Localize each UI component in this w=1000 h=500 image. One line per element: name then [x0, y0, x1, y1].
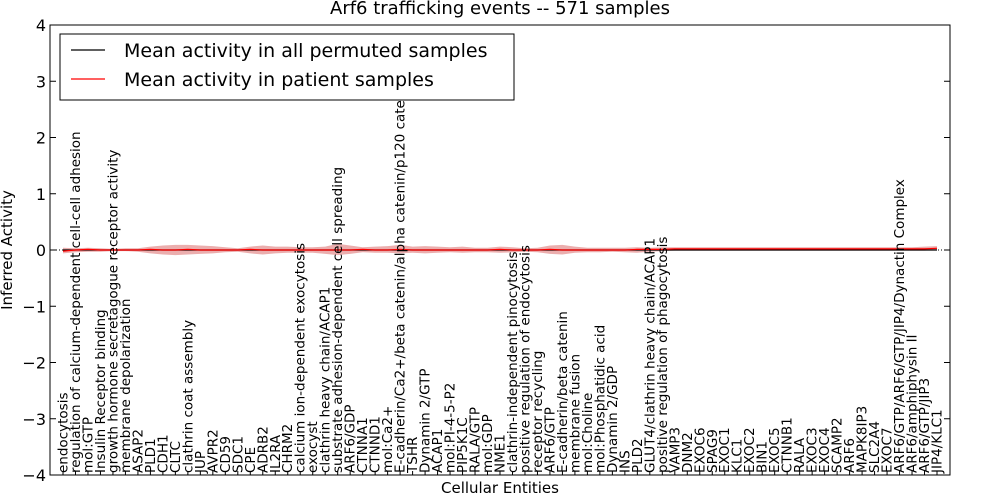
x-category-label: GLUT4/clathrin heavy chain/ACAP1	[642, 238, 658, 473]
x-category-label: CTNNB1	[780, 417, 796, 473]
x-category-label: PIP5K1C	[455, 417, 471, 473]
legend-frame	[59, 33, 515, 101]
x-category-label: SCAMP2	[830, 417, 846, 473]
legend-label-patient: Mean activity in patient samples	[124, 69, 434, 91]
x-category-label: E-cadherin/beta catenin	[555, 311, 571, 473]
y-tick-label: 2	[36, 129, 46, 148]
x-category-label: mol:Ca2+	[380, 406, 396, 473]
y-tick-label: 3	[36, 72, 46, 91]
x-category-label: CD59	[218, 436, 234, 473]
x-category-label: MAPK8IP3	[855, 406, 871, 473]
x-category-label: KLC1	[730, 439, 746, 473]
x-category-label: SPAG9	[705, 429, 721, 473]
x-category-label: ASAP2	[130, 429, 146, 473]
x-category-label: mol:GTP	[81, 417, 97, 473]
x-category-label: growth hormone secretagogue receptor act…	[105, 150, 121, 473]
x-category-label: Dynamin 2/GDP	[605, 366, 621, 473]
x-category-label: TSHR	[405, 437, 421, 474]
x-category-label: RALA/GTP	[468, 407, 484, 473]
legend-label-permuted: Mean activity in all permuted samples	[124, 40, 487, 62]
x-category-label: EXOC5	[767, 427, 783, 473]
y-tick-label: 4	[36, 16, 46, 35]
x-category-label: PLD1	[143, 438, 159, 473]
x-category-label: JIP4/KLC1	[930, 409, 946, 474]
y-axis-title: Inferred Activity	[0, 190, 16, 310]
y-tick-label: 0	[36, 241, 46, 260]
x-category-label: CDH1	[155, 434, 171, 473]
x-category-label: PLD2	[630, 438, 646, 473]
x-category-label: mol:Phosphatidic acid	[592, 325, 608, 473]
x-category-label: ARF6/GDP	[343, 404, 359, 473]
x-category-label: ARF6/GTP/ARF6/GTP/JIP4/Dynactin Complex	[892, 179, 908, 473]
x-category-label: exocyst	[305, 421, 321, 473]
x-category-label: regulation of calcium-dependent cell-cel…	[68, 131, 84, 473]
x-category-label: EXOC1	[717, 427, 733, 473]
x-category-label: membrane fusion	[567, 354, 583, 473]
x-category-label: VAMP3	[667, 427, 683, 473]
x-category-label: mol:PI-4-5-P2	[443, 383, 459, 473]
x-category-label: EXOC7	[880, 427, 896, 473]
x-category-label: CTNND1	[368, 416, 384, 473]
x-category-label: mol:Choline	[580, 393, 596, 473]
x-category-label: RALA	[792, 437, 808, 473]
legend: Mean activity in all permuted samples Me…	[59, 33, 515, 101]
x-category-label: EXOC3	[805, 427, 821, 473]
y-axis: −4 −3 −2 −1 0 1 2 3 4	[22, 16, 950, 485]
x-category-label: ARF6/GTP	[542, 407, 558, 473]
y-tick-label: −4	[22, 466, 46, 485]
x-category-label: mol:GDP	[480, 414, 496, 473]
x-category-label: receptor recycling	[530, 351, 546, 473]
x-category-label: EXOC4	[817, 427, 833, 473]
x-category-label: AVPR2	[205, 429, 221, 473]
y-tick-label: −2	[22, 354, 46, 373]
x-category-label: CPE	[243, 447, 259, 473]
x-category-label: CTNNA1	[355, 417, 371, 473]
x-category-label: substrate adhesion-dependent cell spread…	[330, 167, 346, 473]
x-category-label: ARF6/GTP/JIP3	[917, 378, 933, 473]
x-category-label: ACAP1	[430, 429, 446, 473]
x-category-label: E-cadherin/Ca2+/beta catenin/alpha caten…	[393, 79, 409, 473]
y-tick-label: −1	[22, 297, 46, 316]
x-category-label: calcium ion-dependent exocytosis	[293, 243, 309, 473]
x-category-label: Insulin Receptor binding	[93, 309, 109, 473]
x-category-label: membrane depolarization	[118, 299, 134, 473]
series-patient-line	[62, 247, 938, 252]
x-category-label: SDC1	[230, 436, 246, 473]
x-category-label: Dynamin 2/GTP	[418, 369, 434, 473]
x-category-label: positive regulation of phagocytosis	[655, 237, 671, 473]
x-category-label: NME1	[493, 434, 509, 473]
x-category-label: DNM2	[680, 432, 696, 473]
x-category-label: endocytosis	[56, 393, 72, 473]
x-category-label: ARF6/amphiphysin II	[905, 334, 921, 473]
x-category-label: EXOC2	[742, 427, 758, 473]
x-category-label: clathrin heavy chain/ACAP1	[318, 287, 334, 473]
x-category-label: JUP	[193, 451, 209, 474]
x-category-label: clathrin coat assembly	[180, 320, 196, 473]
x-category-label: ARF6	[842, 438, 858, 473]
x-category-label: SLC2A4	[867, 421, 883, 473]
x-category-label: CLTC	[168, 441, 184, 473]
x-axis-title: Cellular Entities	[441, 479, 559, 497]
x-category-label: BIN1	[755, 441, 771, 473]
x-category-label: CHRM2	[280, 424, 296, 473]
x-category-label: positive regulation of endocytosis	[518, 245, 534, 473]
x-category-label: EXOC6	[692, 427, 708, 473]
chart-title: Arf6 trafficking events -- 571 samples	[330, 0, 670, 19]
x-category-label: INS	[617, 450, 633, 473]
x-category-label: ADRB2	[255, 426, 271, 473]
y-tick-label: 1	[36, 185, 46, 204]
x-category-label: IL2RA	[268, 434, 284, 473]
x-category-label: clathrin-independent pinocytosis	[505, 251, 521, 473]
y-tick-label: −3	[22, 410, 46, 429]
